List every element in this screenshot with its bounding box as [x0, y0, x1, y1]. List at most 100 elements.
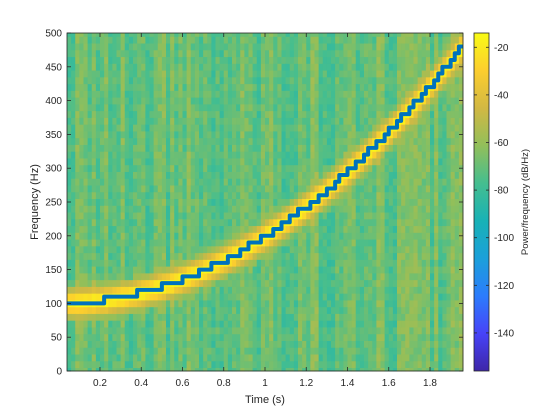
heatmap-cell — [293, 300, 299, 308]
heatmap-cell — [67, 76, 72, 85]
heatmap-cell — [182, 306, 188, 314]
heatmap-cell — [285, 103, 291, 112]
heatmap-cell — [335, 70, 340, 78]
heatmap-cell — [434, 151, 439, 159]
heatmap-cell — [364, 191, 369, 200]
heatmap-cell — [401, 90, 406, 98]
heatmap-cell — [153, 300, 159, 308]
heatmap-cell — [240, 225, 245, 233]
heatmap-cell — [149, 33, 155, 37]
heatmap-cell — [409, 43, 414, 51]
heatmap-cell — [174, 340, 179, 348]
heatmap-cell — [124, 198, 130, 206]
heatmap-cell — [252, 56, 258, 64]
heatmap-cell — [170, 347, 175, 355]
heatmap-cell — [149, 252, 155, 260]
heatmap-cell — [425, 36, 431, 44]
heatmap-cell — [100, 286, 105, 294]
heatmap-cell — [430, 327, 435, 335]
heatmap-cell — [289, 83, 295, 91]
heatmap-cell — [306, 320, 311, 328]
heatmap-cell — [67, 70, 72, 78]
heatmap-cell — [322, 272, 328, 281]
heatmap-cell — [223, 333, 229, 341]
heatmap-cell — [405, 205, 410, 213]
heatmap-cell — [289, 171, 295, 179]
heatmap-cell — [104, 144, 109, 152]
heatmap-cell — [388, 320, 394, 328]
heatmap-cell — [310, 56, 315, 64]
heatmap-cell — [434, 171, 439, 179]
heatmap-cell — [128, 117, 134, 125]
heatmap-cell — [421, 313, 427, 321]
heatmap-cell — [87, 33, 93, 37]
heatmap-cell — [409, 137, 414, 145]
heatmap-cell — [91, 333, 97, 341]
heatmap-cell — [438, 293, 443, 301]
heatmap-cell — [318, 56, 324, 64]
heatmap-cell — [331, 259, 336, 267]
heatmap-cell — [215, 171, 221, 179]
heatmap-cell — [219, 158, 225, 166]
heatmap-cell — [141, 110, 146, 118]
heatmap-cell — [310, 33, 315, 37]
heatmap-cell — [100, 117, 105, 125]
heatmap-cell — [232, 171, 237, 179]
heatmap-cell — [326, 151, 332, 159]
heatmap-cell — [351, 205, 357, 213]
heatmap-cell — [87, 286, 93, 294]
heatmap-cell — [178, 83, 183, 91]
heatmap-cell — [75, 43, 80, 51]
heatmap-cell — [331, 131, 336, 139]
heatmap-cell — [141, 56, 146, 64]
heatmap-cell — [298, 239, 303, 247]
heatmap-cell — [314, 83, 320, 91]
heatmap-cell — [211, 56, 216, 64]
heatmap-cell — [310, 164, 315, 172]
heatmap-cell — [364, 110, 369, 118]
heatmap-cell — [128, 33, 134, 37]
heatmap-cell — [458, 367, 464, 372]
heatmap-cell — [438, 144, 443, 152]
heatmap-cell — [227, 286, 233, 294]
heatmap-cell — [194, 191, 200, 200]
heatmap-cell — [95, 272, 101, 281]
heatmap-cell — [83, 245, 89, 254]
heatmap-cell — [244, 232, 249, 240]
heatmap-cell — [331, 43, 336, 51]
heatmap-cell — [306, 218, 311, 227]
heatmap-cell — [244, 76, 249, 85]
heatmap-cell — [425, 178, 431, 186]
heatmap-cell — [347, 354, 353, 362]
heatmap-cell — [343, 151, 348, 159]
heatmap-cell — [244, 63, 249, 71]
heatmap-cell — [182, 158, 188, 166]
heatmap-cell — [347, 83, 353, 91]
heatmap-cell — [298, 185, 303, 193]
heatmap-cell — [124, 151, 130, 159]
heatmap-cell — [236, 103, 241, 112]
heatmap-cell — [260, 279, 266, 287]
heatmap-cell — [100, 252, 105, 260]
heatmap-cell — [446, 36, 452, 44]
heatmap-cell — [157, 110, 163, 118]
heatmap-cell — [223, 164, 229, 172]
heatmap-cell — [256, 347, 262, 355]
heatmap-cell — [289, 36, 295, 44]
heatmap-cell — [368, 245, 373, 254]
heatmap-cell — [219, 185, 225, 193]
heatmap-cell — [458, 320, 464, 328]
heatmap-cell — [124, 327, 130, 335]
heatmap-cell — [71, 347, 76, 355]
heatmap-cell — [215, 158, 221, 166]
heatmap-cell — [232, 151, 237, 159]
heatmap-cell — [434, 144, 439, 152]
heatmap-cell — [95, 279, 101, 287]
heatmap-cell — [322, 266, 328, 274]
heatmap-cell — [91, 185, 97, 193]
heatmap-cell — [392, 272, 398, 281]
heatmap-cell — [454, 185, 460, 193]
heatmap-cell — [430, 300, 435, 308]
heatmap-cell — [314, 245, 320, 254]
heatmap-cell — [145, 347, 150, 355]
